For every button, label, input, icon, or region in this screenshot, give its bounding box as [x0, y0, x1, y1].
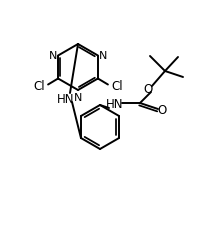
Text: Cl: Cl — [33, 80, 45, 93]
Text: Cl: Cl — [111, 80, 123, 93]
Text: N: N — [49, 50, 57, 60]
Text: O: O — [143, 82, 153, 95]
Text: N: N — [99, 50, 107, 60]
Text: O: O — [157, 103, 167, 116]
Text: HN: HN — [106, 97, 124, 110]
Text: N: N — [74, 93, 82, 103]
Text: HN: HN — [57, 92, 75, 105]
